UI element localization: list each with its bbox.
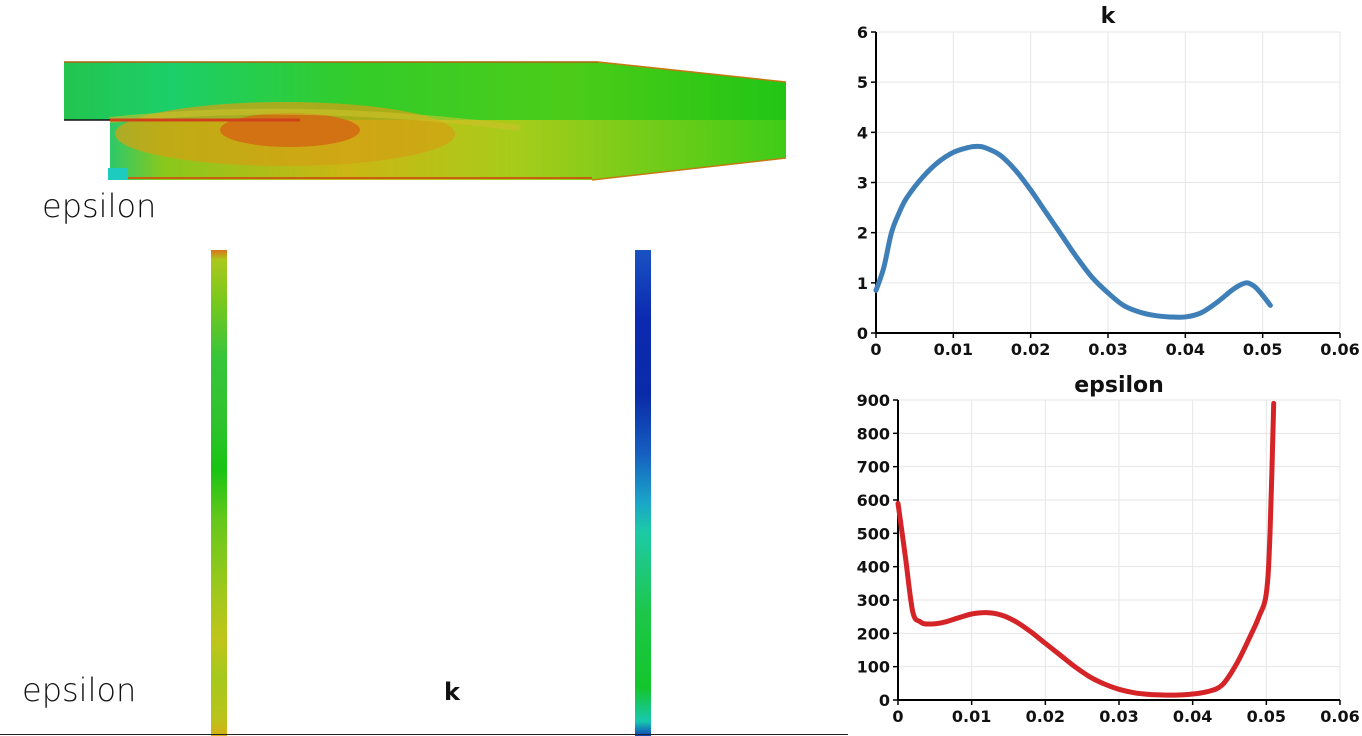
right-strip-label: k	[444, 678, 460, 706]
x-tick-label: 0	[870, 340, 881, 359]
epsilon-line-chart: epsilon 0 0.01 0.02 0.03 0.04 0.05 0.06 0 100 200 3…	[857, 373, 1360, 726]
y-tick-label: 0	[857, 324, 868, 343]
y-tick-label: 200	[857, 624, 890, 643]
y-tick-label: 3	[857, 174, 868, 193]
x-tick-label: 0.04	[1166, 340, 1205, 359]
x-tick-label: 0.02	[1026, 707, 1065, 726]
epsilon-line-strip	[211, 250, 227, 736]
epsilon-contour-view	[64, 61, 787, 181]
y-tick-label: 0	[879, 691, 890, 710]
y-tick-label: 5	[857, 73, 868, 92]
y-tick-label: 2	[857, 224, 868, 243]
y-tick-label: 900	[857, 391, 890, 410]
x-tick-label: 0.06	[1320, 340, 1359, 359]
y-tick-label: 100	[857, 658, 890, 677]
contour-view-label: epsilon	[42, 187, 157, 225]
x-tick-label: 0.01	[934, 340, 973, 359]
x-tick-label: 0.06	[1320, 707, 1359, 726]
x-tick-label: 0.02	[1011, 340, 1050, 359]
y-tick-label: 1	[857, 274, 868, 293]
k-line-strip	[635, 250, 651, 736]
x-tick-label: 0.05	[1243, 340, 1282, 359]
series-line-0	[873, 143, 1273, 320]
y-tick-label: 800	[857, 424, 890, 443]
y-tick-label: 4	[857, 123, 868, 142]
k-line-chart: k 0 0.01 0.02 0.03 0.04 0.05 0.06 0 1 2 3 4 5 6	[857, 4, 1360, 359]
x-tick-label: 0.03	[1088, 340, 1127, 359]
chart-title: epsilon	[1074, 373, 1164, 398]
x-tick-label: 0.03	[1099, 707, 1138, 726]
y-tick-label: 700	[857, 458, 890, 477]
x-tick-label: 0.01	[952, 707, 991, 726]
y-tick-label: 500	[857, 524, 890, 543]
left-strip-label: epsilon	[22, 671, 137, 709]
series-line-0	[895, 400, 1277, 698]
x-tick-label: 0.05	[1247, 707, 1286, 726]
x-tick-label: 0.04	[1173, 707, 1212, 726]
y-tick-label: 600	[857, 491, 890, 510]
y-tick-label: 400	[857, 558, 890, 577]
chart-title: k	[1101, 4, 1117, 29]
x-tick-label: 0	[892, 707, 903, 726]
view-divider	[0, 734, 848, 735]
y-tick-label: 300	[857, 591, 890, 610]
y-tick-label: 6	[857, 23, 868, 42]
